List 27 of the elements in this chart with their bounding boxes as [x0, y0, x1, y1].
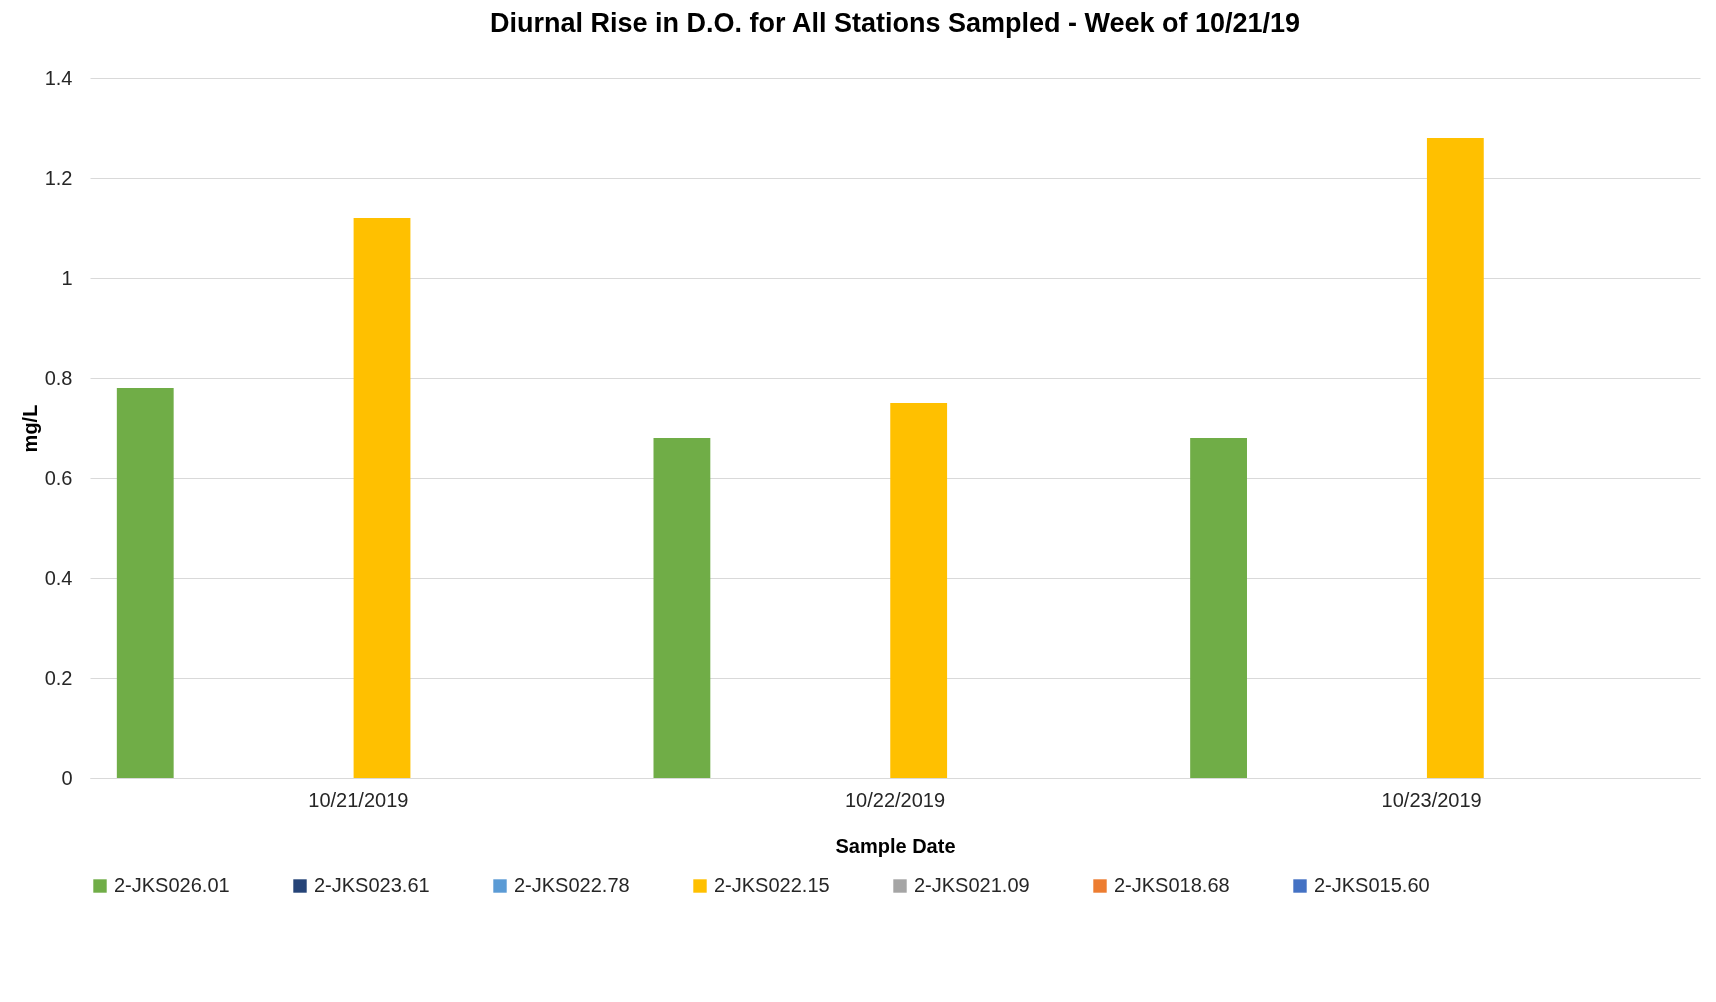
- legend-label: 2-JKS026.01: [114, 874, 230, 896]
- bar: [1426, 138, 1484, 778]
- legend-label: 2-JKS023.61: [314, 874, 430, 896]
- bar: [353, 218, 411, 778]
- y-tick-label: 1: [61, 266, 73, 289]
- chart-title: Diurnal Rise in D.O. for All Stations Sampled - Week of 10/21/19: [489, 8, 1301, 38]
- x-tick-label: 10/22/2019: [844, 788, 946, 811]
- y-tick-label: 0.6: [44, 466, 73, 489]
- y-tick-label: 0.8: [44, 366, 73, 389]
- bar: [653, 438, 711, 778]
- bar: [116, 388, 174, 778]
- legend-label: 2-JKS022.78: [514, 874, 630, 896]
- x-axis-title: Sample Date: [835, 834, 956, 857]
- legend-label: 2-JKS022.15: [714, 874, 830, 896]
- y-tick-label: 1.2: [44, 166, 73, 189]
- legend-label: 2-JKS021.09: [914, 874, 1030, 896]
- y-tick-label: 0: [61, 766, 73, 789]
- y-tick-label: 0.4: [44, 566, 73, 589]
- y-tick-label: 0.2: [44, 666, 73, 689]
- bar: [890, 403, 948, 778]
- legend-label: 2-JKS018.68: [1114, 874, 1230, 896]
- x-tick-label: 10/23/2019: [1381, 788, 1482, 811]
- legend-label: 2-JKS015.60: [1314, 874, 1430, 896]
- x-tick-label: 10/21/2019: [308, 788, 409, 811]
- y-axis-title: mg/L: [18, 404, 41, 453]
- bar: [1190, 438, 1247, 778]
- y-tick-label: 1.4: [44, 66, 73, 89]
